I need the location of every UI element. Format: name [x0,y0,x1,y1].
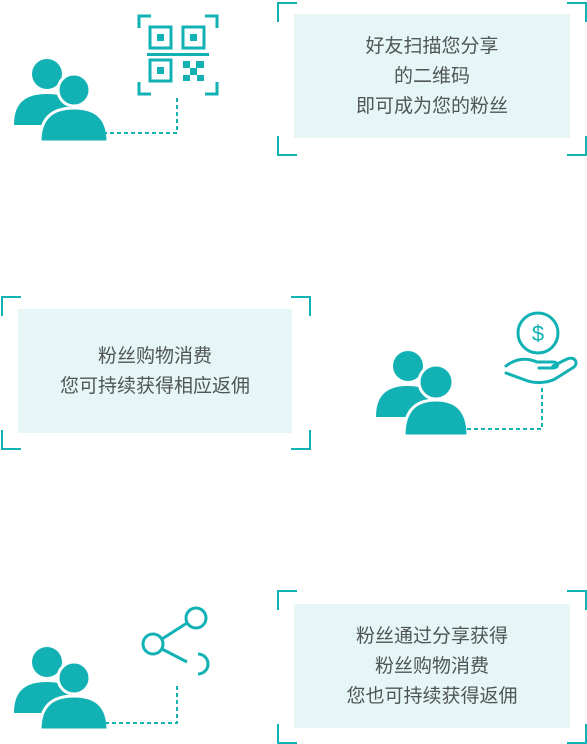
text-line: 您也可持续获得返佣 [346,685,518,707]
text-line: 的二维码 [393,65,470,87]
users-icon [14,59,110,142]
qr-code-icon [137,14,219,96]
svg-text:$: $ [532,321,544,346]
step-2-text-box: 粉丝购物消费 您可持续获得相应返佣 [18,309,292,433]
connector-line [102,98,178,134]
text-line: 粉丝购物消费 [97,345,212,367]
text-line: 即可成为您的粉丝 [355,95,508,117]
step-1-text-box: 好友扫描您分享 的二维码 即可成为您的粉丝 [294,14,570,138]
text-line: 您可持续获得相应返佣 [59,375,250,397]
step-3-text-box: 粉丝通过分享获得 粉丝购物消费 您也可持续获得返佣 [294,604,570,728]
users-icon [14,647,110,730]
text-frame [277,590,587,744]
users-icon [376,351,470,436]
text-line: 粉丝通过分享获得 [355,625,508,647]
connector-line [102,686,178,724]
connector-line [466,388,543,430]
text-line: 好友扫描您分享 [365,35,499,57]
coin-hand-icon: $ [504,311,578,384]
text-frame [1,296,311,450]
text-frame [277,2,587,156]
text-line: 粉丝购物消费 [374,655,489,677]
share-icon [141,606,210,676]
